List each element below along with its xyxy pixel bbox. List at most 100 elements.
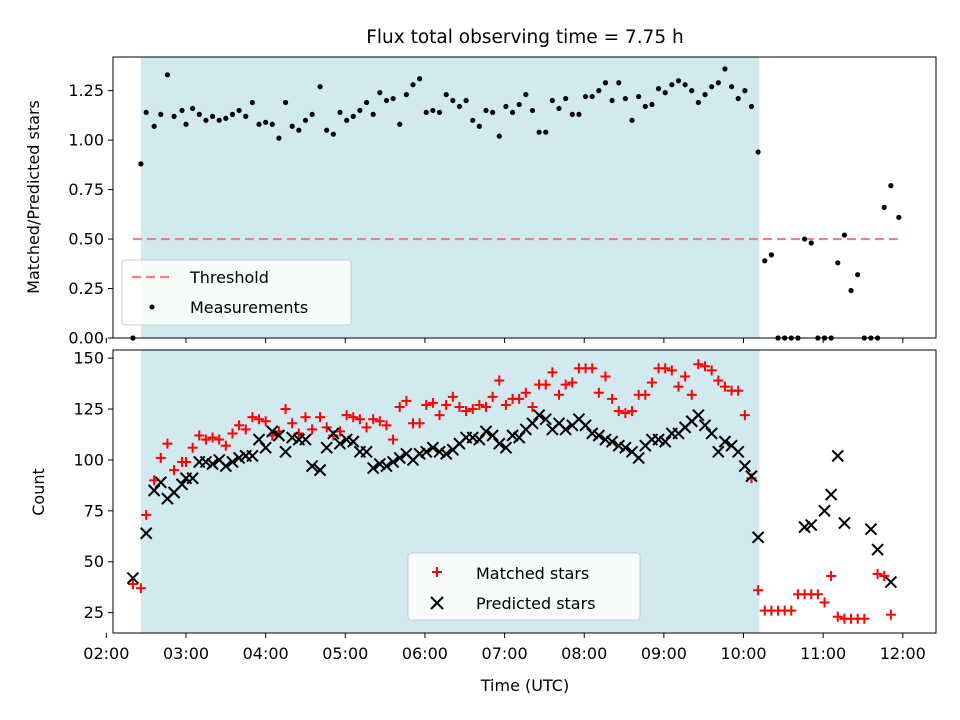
predicted-star-point	[824, 488, 838, 501]
bottom-x-label: Time (UTC)	[480, 676, 569, 695]
matched-star-point	[587, 363, 598, 374]
matched-star-point	[388, 434, 399, 445]
predicted-star-point	[871, 543, 884, 556]
top-x-ticks	[105, 338, 904, 343]
measurement-point	[296, 127, 302, 133]
predicted-star-point	[864, 522, 878, 536]
bottom-x-tick-label: 09:00	[641, 644, 687, 663]
bottom-x-tick-label: 11:00	[800, 644, 846, 663]
matched-star-point	[700, 361, 711, 372]
measurement-point	[742, 88, 748, 94]
matched-star-point	[280, 404, 291, 415]
measurement-point	[317, 84, 323, 90]
matched-star-point	[500, 399, 511, 410]
predicted-star-point	[219, 459, 233, 473]
measurement-point	[203, 117, 209, 123]
predicted-star-point	[592, 429, 606, 442]
measurement-point	[881, 204, 887, 210]
matched-star-point	[187, 442, 198, 453]
measurement-point	[755, 149, 761, 155]
matched-star-point	[254, 414, 265, 425]
bottom-legend: Matched stars Predicted stars	[407, 552, 641, 621]
predicted-star-point	[333, 437, 347, 450]
measurement-point	[801, 236, 808, 242]
matched-star-point	[260, 416, 271, 427]
measurement-point	[151, 123, 157, 129]
matched-star-point	[162, 438, 173, 449]
measurement-point	[689, 88, 695, 94]
matched-star-point	[686, 389, 697, 400]
top-y-tick-label: 0.75	[68, 180, 104, 199]
matched-star-point	[374, 416, 385, 427]
predicted-star-point	[698, 419, 712, 432]
measurement-point	[529, 107, 536, 114]
predicted-star-point	[347, 435, 360, 448]
top-y-axis: 0.00 0.25 0.50 0.75 1.00 1.25	[68, 81, 113, 348]
bottom-x-tick-label: 07:00	[482, 644, 528, 663]
predicted-star-point	[439, 447, 453, 461]
legend-measurements-label: Measurements	[190, 298, 308, 317]
matched-star-point	[879, 570, 890, 581]
measurement-point	[179, 107, 185, 114]
matched-star-point	[554, 389, 565, 400]
measurement-point	[516, 101, 522, 108]
measurement-point	[888, 183, 894, 189]
measurement-point	[549, 97, 555, 104]
predicted-star-point	[619, 441, 632, 454]
predicted-star-point	[147, 484, 161, 497]
bottom-y-tick-label: 125	[73, 400, 104, 419]
matched-star-point	[786, 605, 797, 616]
measurement-point	[476, 123, 482, 129]
measurement-point	[682, 82, 688, 88]
measurement-point	[589, 93, 595, 100]
matched-star-point	[706, 365, 717, 376]
measurement-point	[350, 113, 356, 119]
predicted-star-point	[579, 419, 592, 432]
matched-star-point	[169, 465, 180, 476]
predicted-star-point	[327, 427, 340, 440]
measurement-point	[256, 121, 262, 127]
bottom-x-tick-label: 06:00	[402, 644, 448, 663]
matched-star-point	[547, 367, 558, 378]
predicted-star-point	[139, 527, 153, 540]
predicted-star-point	[305, 459, 319, 473]
measurement-point	[390, 95, 396, 102]
predicted-star-point	[259, 441, 272, 454]
measurement-point	[762, 258, 768, 264]
matched-star-point	[427, 397, 438, 408]
matched-star-point	[494, 375, 505, 386]
matched-star-point	[200, 434, 211, 445]
predicted-star-point	[692, 408, 705, 422]
predicted-star-point	[226, 455, 239, 469]
measurement-point	[636, 93, 642, 100]
top-y-tick-label: 1.25	[68, 81, 104, 100]
predicted-star-point	[266, 425, 279, 438]
measurement-point	[722, 66, 728, 72]
predicted-star-point	[366, 461, 380, 475]
bottom-y-axis: 25 50 75 100 125 150	[73, 349, 113, 622]
predicted-star-point	[246, 449, 259, 463]
matched-star-point	[447, 391, 458, 402]
bottom-y-tick-label: 150	[73, 349, 104, 368]
predicted-star-point	[420, 445, 433, 459]
predicted-star-point	[386, 455, 400, 469]
measurement-point	[463, 97, 469, 104]
matched-star-point	[859, 613, 870, 624]
matched-star-point	[666, 365, 677, 376]
measurement-point	[728, 84, 735, 90]
measurement-point	[896, 214, 902, 220]
predicted-star-point	[154, 476, 167, 489]
measurement-point	[735, 95, 741, 102]
predicted-star-point	[705, 427, 718, 440]
matched-star-point	[739, 410, 750, 421]
matched-star-point	[733, 385, 744, 396]
legend-matched-label: Matched stars	[476, 564, 589, 583]
matched-star-point	[673, 381, 684, 392]
predicted-star-point	[512, 431, 526, 444]
measurement-point	[282, 99, 289, 106]
predicted-star-point	[206, 457, 219, 471]
measurement-point	[649, 101, 655, 108]
measurement-point	[324, 127, 330, 133]
matched-star-point	[247, 412, 258, 423]
